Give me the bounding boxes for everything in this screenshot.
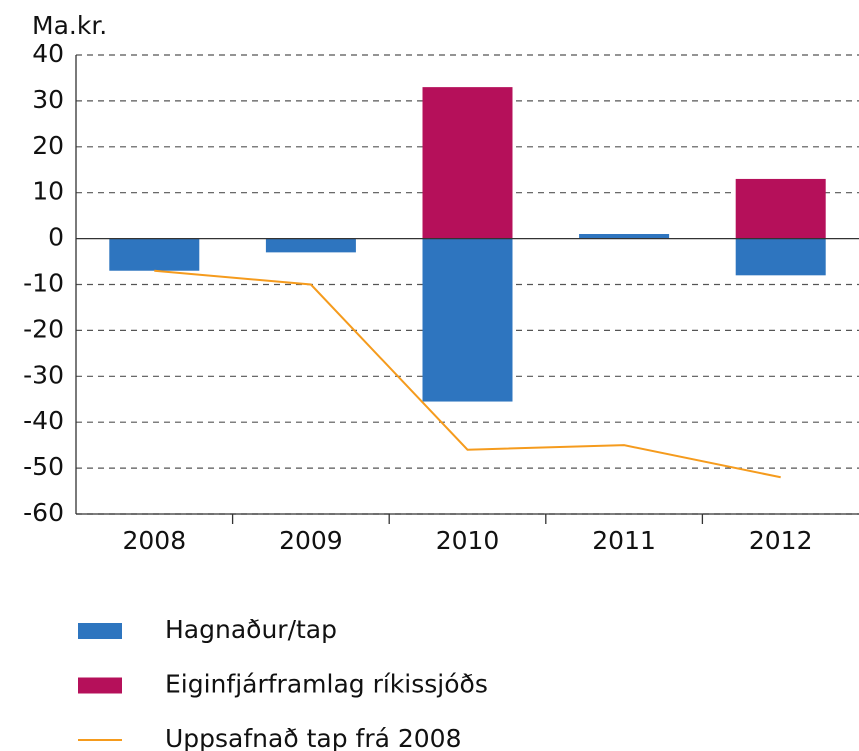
- y-tick-label: -30: [23, 360, 64, 389]
- y-tick-label: 0: [48, 223, 64, 252]
- legend-label: Hagnaður/tap: [165, 615, 337, 644]
- x-tick-label: 2008: [122, 526, 186, 555]
- x-tick-label: 2012: [749, 526, 813, 555]
- y-tick-label: 20: [32, 131, 64, 160]
- bar: [579, 234, 670, 239]
- legend-swatch: [78, 623, 122, 639]
- x-tick-label: 2011: [592, 526, 656, 555]
- y-tick-label: -10: [23, 269, 64, 298]
- y-tick-label: 10: [32, 177, 64, 206]
- legend-label: Eiginfjárframlag ríkissjóðs: [165, 670, 488, 699]
- bar: [735, 238, 826, 276]
- y-tick-label: -40: [23, 406, 64, 435]
- bar: [735, 178, 826, 239]
- x-tick-label: 2010: [436, 526, 500, 555]
- y-tick-label: -20: [23, 314, 64, 343]
- y-tick-label: -60: [23, 498, 64, 527]
- bar: [109, 238, 200, 271]
- bar: [422, 238, 513, 402]
- line: [154, 269, 781, 479]
- x-tick-label: 2009: [279, 526, 343, 555]
- y-tick-label: 30: [32, 85, 64, 114]
- y-tick-label: -50: [23, 452, 64, 481]
- bar: [265, 238, 356, 253]
- legend-swatch: [78, 677, 122, 694]
- y-tick-label: 40: [32, 39, 64, 68]
- bar: [422, 87, 513, 239]
- y-axis-label: Ma.kr.: [32, 11, 107, 40]
- legend-label: Uppsafnað tap frá 2008: [165, 724, 462, 751]
